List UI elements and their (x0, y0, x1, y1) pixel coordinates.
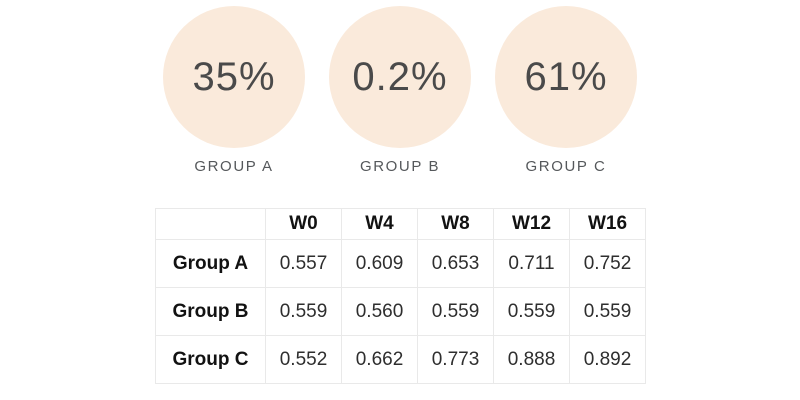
table-row-group-b: Group B 0.559 0.560 0.559 0.559 0.559 (155, 287, 646, 336)
value-cell-c-w0: 0.552 (265, 335, 342, 384)
row-label-group-a: Group A (155, 239, 266, 288)
table-corner-cell (155, 208, 266, 240)
stat-value-group-b: 0.2% (352, 55, 448, 99)
row-label-group-b: Group B (155, 287, 266, 336)
value-cell-a-w0: 0.557 (265, 239, 342, 288)
table-header-row: W0 W4 W8 W12 W16 (155, 208, 646, 240)
week-data-table: W0 W4 W8 W12 W16 Group A 0.557 0.609 0.6… (155, 208, 646, 384)
table-row-group-a: Group A 0.557 0.609 0.653 0.711 0.752 (155, 239, 646, 288)
table-header-w0: W0 (265, 208, 342, 240)
stat-value-group-c: 61% (524, 55, 608, 99)
stat-circle-group-c: 61% (495, 6, 637, 148)
table-row-group-c: Group C 0.552 0.662 0.773 0.888 0.892 (155, 335, 646, 384)
value-cell-b-w8: 0.559 (417, 287, 494, 336)
value-cell-a-w4: 0.609 (341, 239, 418, 288)
value-cell-c-w16: 0.892 (569, 335, 646, 384)
value-cell-c-w8: 0.773 (417, 335, 494, 384)
table-header-w16: W16 (569, 208, 646, 240)
table-header-w12: W12 (493, 208, 570, 240)
stat-circle-group-b: 0.2% (329, 6, 471, 148)
stat-card-group-c: 61% GROUP C (495, 6, 637, 176)
value-cell-b-w12: 0.559 (493, 287, 570, 336)
value-cell-b-w0: 0.559 (265, 287, 342, 336)
table-header-w8: W8 (417, 208, 494, 240)
row-label-group-c: Group C (155, 335, 266, 384)
value-cell-c-w4: 0.662 (341, 335, 418, 384)
stat-card-group-b: 0.2% GROUP B (329, 6, 471, 176)
value-cell-b-w4: 0.560 (341, 287, 418, 336)
table-header-w4: W4 (341, 208, 418, 240)
stat-card-group-a: 35% GROUP A (163, 6, 305, 176)
value-cell-c-w12: 0.888 (493, 335, 570, 384)
stat-label-group-c: GROUP C (525, 158, 607, 175)
stat-value-group-a: 35% (192, 55, 276, 99)
stat-circles-row: 35% GROUP A 0.2% GROUP B 61% GROUP C (0, 6, 800, 176)
value-cell-a-w8: 0.653 (417, 239, 494, 288)
stat-label-group-a: GROUP A (194, 158, 274, 175)
stat-label-group-b: GROUP B (359, 158, 441, 175)
value-cell-b-w16: 0.559 (569, 287, 646, 336)
value-cell-a-w16: 0.752 (569, 239, 646, 288)
value-cell-a-w12: 0.711 (493, 239, 570, 288)
stat-circle-group-a: 35% (163, 6, 305, 148)
